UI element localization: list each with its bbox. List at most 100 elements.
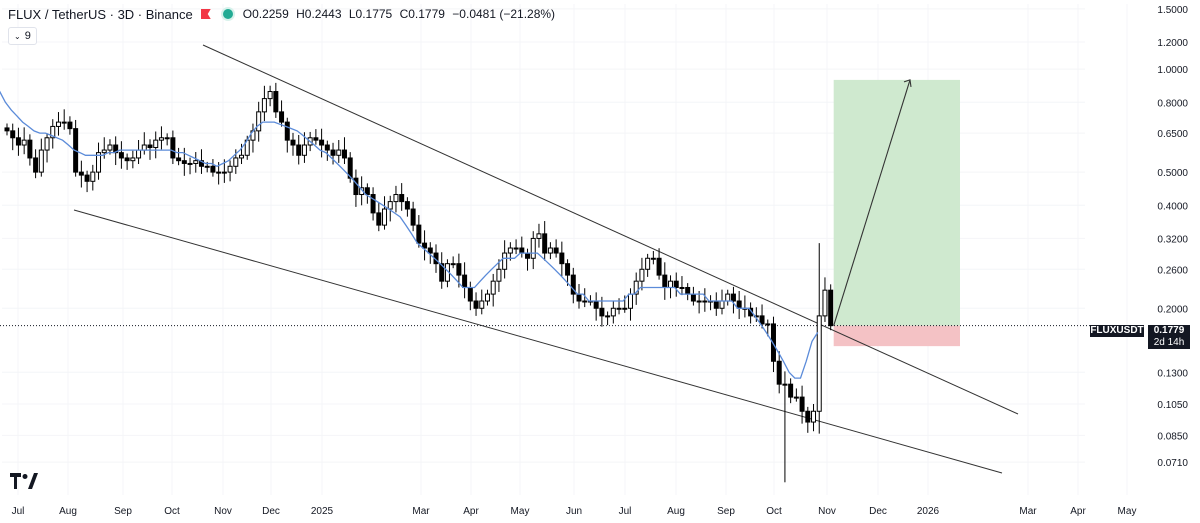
candle-body bbox=[233, 157, 239, 167]
high-value: H0.2443 bbox=[296, 7, 342, 21]
candle-body bbox=[410, 208, 416, 226]
candle-body bbox=[484, 293, 490, 302]
symbol-title[interactable]: FLUX / TetherUS · 3D · Binance bbox=[8, 6, 193, 22]
indicator-toggle[interactable]: ⌄ 9 bbox=[8, 27, 37, 45]
candle-body bbox=[4, 127, 10, 132]
time-axis[interactable]: Jul Aug Sep Oct Nov Dec 2025 Mar Apr May Jun Jul Aug… bbox=[12, 506, 1137, 517]
price-axis[interactable]: 1.5000 1.2000 1.0000 0.8000 0.6500 0.5000 0.40… bbox=[1157, 5, 1188, 469]
candle-body bbox=[547, 247, 553, 254]
candle-body bbox=[456, 263, 462, 276]
stop-zone bbox=[833, 325, 960, 347]
candle-body bbox=[164, 137, 170, 140]
ohlc-readout: O0.2259 H0.2443 L0.1775 C0.1779 −0.0481 … bbox=[243, 7, 559, 21]
tradingview-logo-icon[interactable] bbox=[10, 473, 38, 489]
candle-body bbox=[370, 194, 376, 214]
candle-body bbox=[50, 125, 56, 139]
candle-body bbox=[313, 137, 319, 141]
candle-body bbox=[530, 237, 536, 259]
price-tick-label: 0.1300 bbox=[1157, 368, 1188, 379]
candle-body bbox=[782, 383, 788, 386]
market-status-icon bbox=[222, 9, 233, 19]
candle-body bbox=[10, 130, 16, 139]
time-tick-label: Dec bbox=[262, 506, 280, 517]
time-tick-label: Jul bbox=[12, 506, 25, 517]
candle-body bbox=[239, 154, 245, 159]
candle-body bbox=[668, 280, 674, 288]
time-tick-label: Jun bbox=[566, 506, 582, 517]
candle-body bbox=[256, 111, 262, 132]
time-tick-label: Apr bbox=[463, 506, 479, 517]
candle-body bbox=[736, 300, 742, 309]
candle-body bbox=[490, 280, 496, 295]
candle-body bbox=[730, 293, 736, 302]
candle-body bbox=[96, 152, 102, 173]
candle-body bbox=[650, 257, 656, 260]
price-tick-label: 0.1050 bbox=[1157, 400, 1188, 411]
candle-body bbox=[507, 247, 513, 254]
price-tick-label: 1.2000 bbox=[1157, 38, 1188, 49]
candle-body bbox=[27, 139, 33, 159]
candle-body bbox=[341, 149, 347, 159]
candle-body bbox=[38, 149, 44, 173]
candle-body bbox=[290, 139, 296, 146]
candle-body bbox=[599, 307, 605, 317]
time-tick-label: Aug bbox=[667, 506, 685, 517]
candle-body bbox=[107, 144, 113, 151]
time-tick-label: Mar bbox=[412, 506, 430, 517]
candle-body bbox=[84, 174, 90, 182]
time-tick-label: Sep bbox=[114, 506, 132, 517]
candle-body bbox=[633, 280, 639, 295]
time-tick-label: Nov bbox=[214, 506, 232, 517]
candle-body bbox=[799, 396, 805, 412]
candle-body bbox=[450, 263, 456, 266]
candle-body bbox=[158, 137, 164, 141]
candle-body bbox=[113, 144, 119, 154]
price-tick-label: 0.0710 bbox=[1157, 458, 1188, 469]
flag-icon[interactable] bbox=[200, 9, 211, 19]
candle-body bbox=[593, 300, 599, 309]
time-tick-label: Mar bbox=[1019, 506, 1037, 517]
candle-body bbox=[422, 242, 428, 249]
candle-body bbox=[828, 289, 834, 327]
candle-body bbox=[141, 144, 147, 151]
candle-body bbox=[118, 152, 124, 159]
candle-body bbox=[67, 121, 73, 130]
candle-body bbox=[61, 121, 67, 124]
candle-body bbox=[696, 300, 702, 303]
time-tick-label: Aug bbox=[59, 506, 77, 517]
candle-body bbox=[582, 300, 588, 303]
open-value: O0.2259 bbox=[242, 7, 289, 21]
candle-body bbox=[393, 194, 399, 203]
bar-countdown: 2d 14h bbox=[1153, 337, 1185, 348]
candle-body bbox=[324, 144, 330, 151]
candle-body bbox=[822, 289, 828, 317]
candle-body bbox=[404, 201, 410, 210]
candle-body bbox=[639, 268, 645, 282]
candle-body bbox=[15, 137, 21, 146]
candle-body bbox=[565, 263, 571, 276]
candle-body bbox=[227, 165, 233, 173]
indicator-count: 9 bbox=[24, 30, 31, 42]
candle-body bbox=[353, 177, 359, 196]
candle-body bbox=[645, 257, 651, 270]
candle-body bbox=[536, 233, 542, 239]
candle-body bbox=[319, 139, 325, 146]
candle-body bbox=[427, 247, 433, 254]
candle-body bbox=[713, 300, 719, 309]
candle-body bbox=[301, 144, 307, 156]
candle-body bbox=[187, 162, 193, 165]
candle-body bbox=[553, 247, 559, 254]
candle-body bbox=[559, 252, 565, 265]
candle-body bbox=[330, 149, 336, 156]
price-tick-label: 0.8000 bbox=[1157, 98, 1188, 109]
candle-body bbox=[336, 149, 342, 156]
candle-body bbox=[502, 252, 508, 270]
candle-body bbox=[467, 286, 473, 302]
chevron-down-icon: ⌄ bbox=[14, 31, 21, 41]
candle-body bbox=[90, 171, 96, 182]
candle-body bbox=[193, 160, 199, 164]
candle-body bbox=[479, 300, 485, 309]
candle-body bbox=[44, 137, 50, 151]
candle-body bbox=[101, 149, 107, 154]
